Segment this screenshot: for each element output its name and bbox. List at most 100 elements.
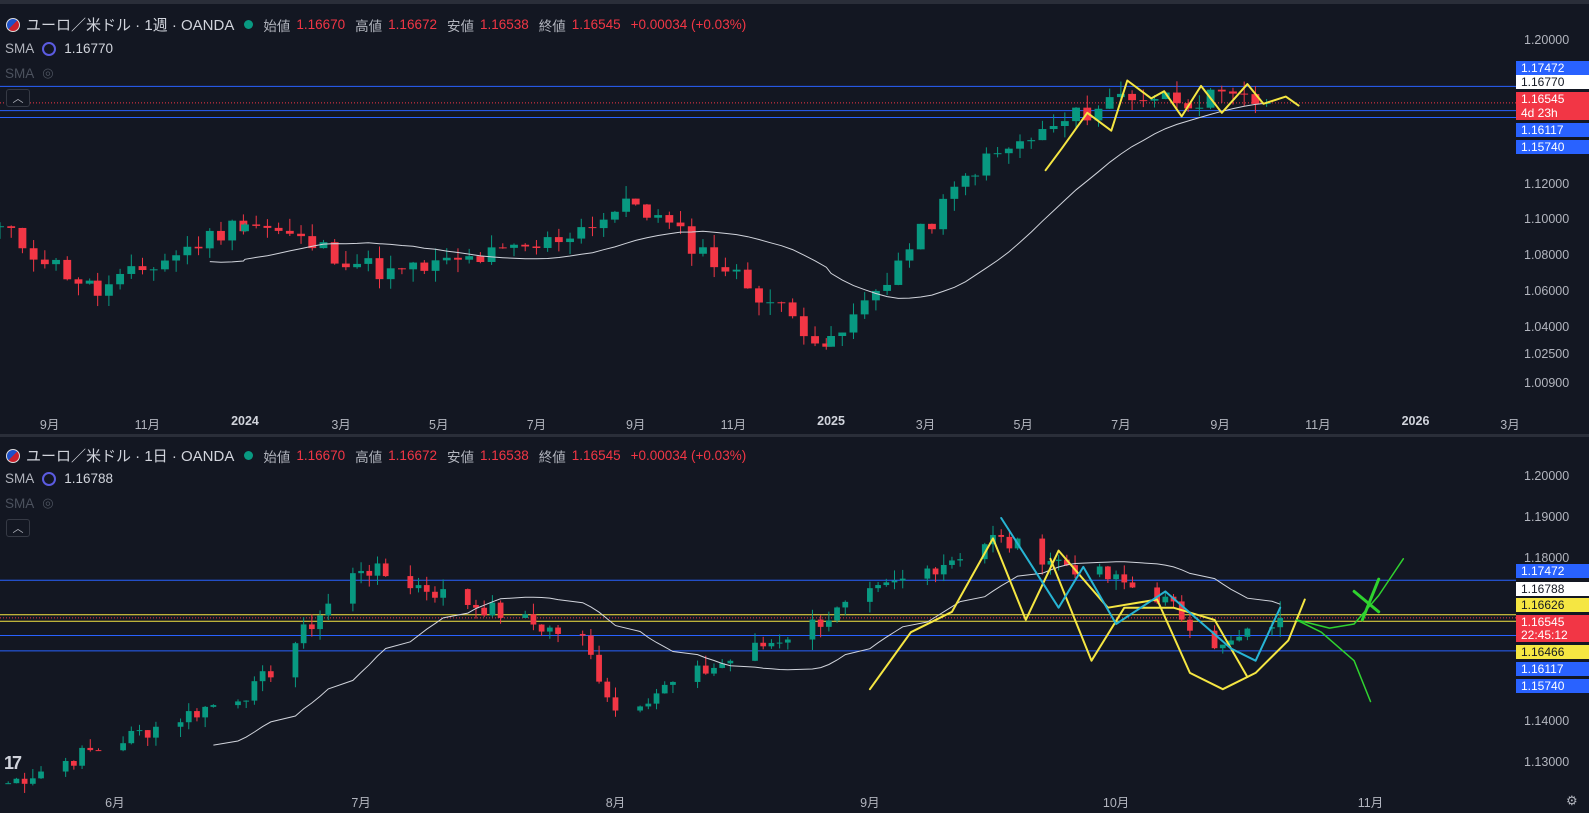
gear-icon[interactable]: ⚙ [1566,793,1578,808]
weekly-chart-canvas[interactable] [0,4,1589,434]
candle-body [834,607,840,621]
candle-body [784,639,791,643]
candle-body [1217,89,1226,92]
candle-body [185,711,192,723]
daily-sma2-legend[interactable]: SMA ◎ [5,495,54,511]
candle-body [521,244,530,247]
candle-body [241,224,249,232]
eye-hidden-icon[interactable]: ◎ [42,495,54,510]
candle-body [420,262,429,271]
price-tag: 1.16466 [1516,645,1589,659]
candle-body [1039,538,1046,565]
candle-body [7,226,16,228]
weekly-x-tick: 3月 [1500,418,1520,432]
candle-body [127,266,136,274]
window-top-border [0,0,1589,4]
candle-body [1105,566,1111,580]
weekly-x-tick: 7月 [526,418,547,432]
close-label: 終値 [538,18,566,34]
weekly-chart-pane[interactable]: ユーロ／米ドル · 1週 · OANDA 始値 1.16670 高値 1.16672… [0,4,1589,434]
daily-symbol-title[interactable]: ユーロ／米ドル · 1日 · OANDA [26,448,235,465]
candle-body [924,568,931,579]
candle-body [1047,560,1054,565]
daily-chart-pane[interactable]: ユーロ／米ドル · 1日 · OANDA 始値 1.16670 高値 1.16672… [0,437,1589,813]
candle-body [631,198,640,205]
green-forecast-drawing [1295,558,1405,629]
candle-body [971,175,980,177]
price-tag: 1.16545 [1516,92,1589,106]
candle-body [610,211,619,220]
candle-body [205,230,214,249]
weekly-x-tick: 9月 [39,418,60,432]
candle-body [292,643,299,678]
price-tag: 1.15740 [1516,679,1589,693]
daily-y-tick: 1.18000 [1524,550,1570,565]
eurusd-flag-icon [6,17,20,32]
low-label: 安値 [446,18,474,34]
candle-body [1105,97,1114,109]
candle-body [136,730,143,732]
green-x-mark [1352,589,1381,614]
weekly-sma-legend[interactable]: SMA 1.16770 [5,41,113,56]
candle-body [267,671,274,678]
candle-body [622,198,631,212]
candle-body [788,302,797,317]
tradingview-logo[interactable]: 17 [4,753,22,773]
candle-body [487,247,496,263]
daily-chart-canvas[interactable] [0,437,1589,813]
price-tag: 1.16117 [1516,662,1589,676]
green-x-mark [1360,577,1381,622]
sma2-label: SMA [5,495,35,511]
price-tag: 4d 23h [1516,106,1589,120]
candle-body [642,204,651,218]
candle-body [29,778,36,784]
candle-body [916,223,925,250]
collapse-legend-button[interactable]: ︿ [6,89,30,107]
candle-body [957,559,964,561]
candle-body [297,233,305,237]
candle-body [1049,126,1058,130]
candle-body [998,534,1005,537]
candle-body [905,249,914,261]
sma-line [209,102,1267,299]
price-tag: 1.17472 [1516,61,1589,75]
candle-body [1187,619,1193,631]
candle-body [465,256,474,260]
eye-hidden-icon[interactable]: ◎ [42,65,54,80]
candle-body [579,633,586,636]
candle-body [308,624,315,630]
weekly-sma2-legend[interactable]: SMA ◎ [5,65,54,81]
candle-body [842,601,849,608]
candle-body [950,186,959,199]
candle-body [776,642,783,644]
candle-body [235,701,241,706]
candle-body [599,219,608,229]
candle-body [202,706,209,718]
candle-body [1139,100,1148,102]
open-label: 始値 [263,18,291,34]
weekly-x-tick: 9月 [625,418,646,432]
candle-body [645,703,652,707]
candle-body [382,563,389,577]
candle-body [1269,627,1275,629]
candle-body [894,260,903,285]
candle-body [116,273,125,285]
weekly-symbol-title[interactable]: ユーロ／米ドル · 1週 · OANDA [26,17,235,34]
candle-body [498,247,507,249]
candle-body [546,627,553,632]
candle-body [364,258,373,264]
candle-body [263,225,272,228]
candle-body [259,671,266,682]
candle-body [1096,566,1103,575]
candle-body [252,224,261,226]
weekly-y-tick: 1.02500 [1524,347,1570,362]
candle-body [217,230,225,241]
pane-separator[interactable] [0,434,1589,437]
candle-body [555,627,561,634]
candle-body [949,560,955,565]
candle-body [386,268,395,280]
daily-sma-legend[interactable]: SMA 1.16788 [5,471,113,486]
candle-body [104,284,113,296]
collapse-legend-button[interactable]: ︿ [6,519,30,537]
daily-x-tick: 6月 [105,796,125,810]
